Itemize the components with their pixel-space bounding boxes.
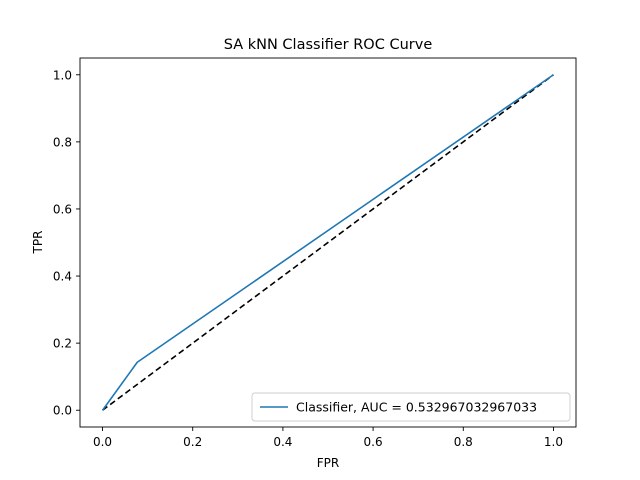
plot-area: 0.0 0.2 0.4 0.6 0.8 1.0 0.0 0.2 0.4 0.6 0.8 1.0 Clas… — [53, 57, 577, 449]
x-tick-label: 0.2 — [183, 435, 202, 449]
y-axis-label: TPR — [31, 231, 45, 255]
y-tick-label: 0.6 — [53, 202, 72, 216]
x-axis-label: FPR — [317, 456, 339, 470]
reference-diagonal-line — [102, 74, 554, 411]
y-tick-label: 0.0 — [53, 404, 72, 418]
y-tick-label: 1.0 — [53, 68, 72, 82]
legend-entry-0: Classifier, AUC = 0.532967032967033 — [296, 400, 537, 415]
y-tick-label: 0.4 — [53, 270, 72, 284]
legend-box — [251, 392, 571, 422]
chart-title: SA kNN Classifier ROC Curve — [224, 37, 433, 53]
x-tick-label: 1.0 — [544, 435, 563, 449]
series-line-0 — [101, 74, 554, 411]
axes-frame — [79, 57, 577, 428]
x-tick-label: 0.0 — [93, 435, 112, 449]
x-tick-label: 0.4 — [273, 435, 292, 449]
y-tick-label: 0.8 — [53, 135, 72, 149]
y-tick-label: 0.2 — [53, 337, 72, 351]
x-tick-label: 0.6 — [364, 435, 383, 449]
x-tick-label: 0.8 — [454, 435, 473, 449]
